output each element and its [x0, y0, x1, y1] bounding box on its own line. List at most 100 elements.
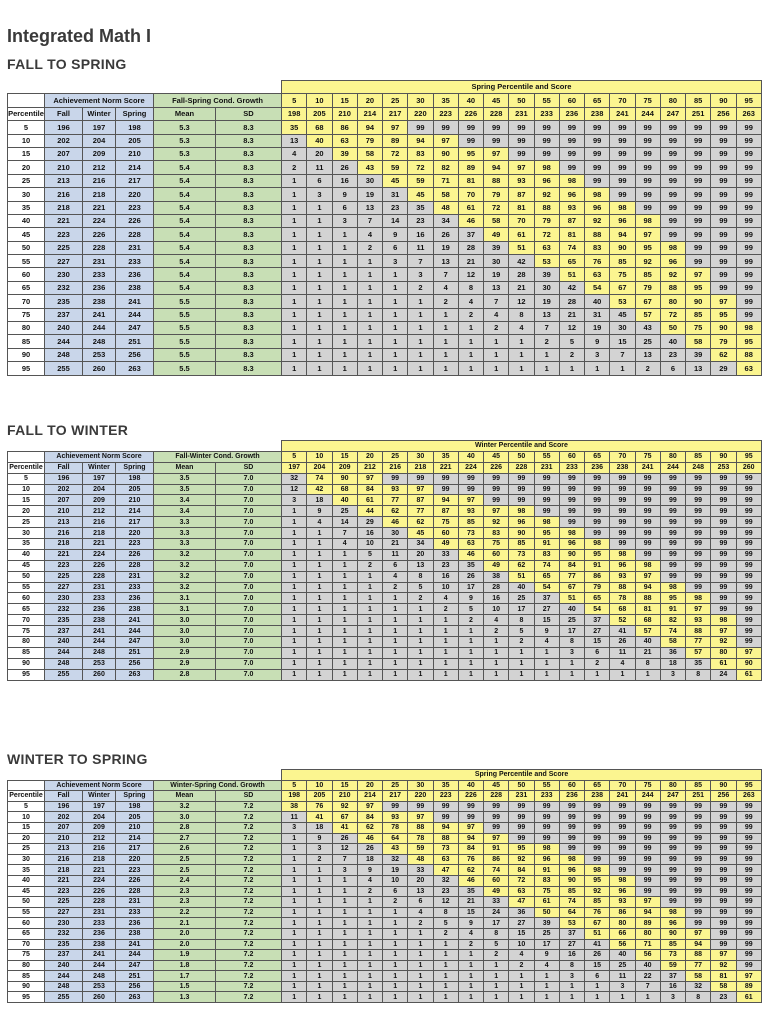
percentile-cell: 67	[609, 280, 636, 296]
percentile-cell: 96	[609, 559, 636, 572]
percentile-cell: 99	[735, 603, 762, 616]
percentile-cell: 1	[306, 347, 333, 363]
percentile-cell: 1	[306, 614, 333, 627]
percentile-cell: 1	[331, 548, 358, 561]
percentile-cell: 1	[281, 361, 308, 376]
percentile-cell: 99	[634, 505, 661, 518]
percentile-cell: 96	[558, 864, 586, 876]
percentile-cell: 1	[407, 614, 434, 627]
target-score: 217	[382, 106, 409, 122]
percentile-cell: 99	[710, 570, 737, 583]
percentile-cell: 99	[685, 538, 712, 550]
percentile-cell: 99	[685, 120, 712, 135]
target-score: 205	[306, 790, 333, 802]
percentile-cell: 1	[407, 347, 434, 363]
percentile-cell: 99	[710, 548, 737, 561]
row-percentile: 55	[7, 906, 45, 919]
percentile-cell: 4	[609, 657, 636, 670]
percentile-cell: 11	[382, 548, 409, 561]
table-row: 5 196 197 198 3.5 7.0 32 74 90 97 99 99 99 99 99 99 99 99…	[7, 472, 762, 485]
percentile-cell: 1	[281, 254, 308, 269]
percentile-cell: 13	[432, 254, 459, 269]
growth-mean: 3.0	[153, 625, 216, 638]
target-percentile: 90	[710, 93, 737, 108]
percentile-cell: 94	[685, 938, 712, 951]
percentile-cell: 1	[281, 294, 308, 309]
fall-to-winter-growth-header: Fall-Winter Cond. Growth	[152, 450, 283, 463]
percentile-cell: 1	[281, 625, 308, 638]
percentile-cell: 88	[483, 173, 510, 189]
percentile-cell: 99	[710, 927, 737, 940]
percentile-cell: 1	[306, 361, 333, 376]
percentile-cell: 35	[457, 559, 485, 572]
percentile-cell: 2	[306, 853, 333, 866]
percentile-cell: 40	[659, 334, 687, 349]
percentile-cell: 75	[533, 885, 560, 898]
achievement-score: 216	[44, 527, 83, 540]
percentile-cell: 1	[508, 347, 535, 363]
percentile-cell: 1	[306, 949, 333, 961]
percentile-cell: 13	[407, 559, 434, 572]
table-row: 80 240 244 247 5.5 8.3 1 1 1 1 1 1 1 1 2 4 7 12 19 30 43 50 75…	[7, 321, 762, 336]
growth-mean: 5.3	[153, 133, 216, 148]
percentile-cell: 50	[659, 321, 687, 336]
achievement-score: 210	[115, 146, 154, 162]
target-percentile: 25	[382, 779, 409, 792]
percentile-cell: 78	[407, 832, 434, 845]
percentile-cell: 97	[685, 603, 712, 616]
percentile-cell: 1	[356, 307, 384, 323]
percentile-cell: 8	[432, 906, 459, 919]
percentile-cell: 12	[281, 483, 308, 496]
percentile-cell: 99	[710, 864, 737, 876]
percentile-cell: 98	[609, 200, 636, 215]
percentile-cell: 99	[457, 120, 485, 135]
percentile-cell: 1	[356, 657, 384, 670]
percentile-cell: 99	[584, 811, 611, 823]
percentile-cell: 63	[584, 267, 611, 282]
percentile-cell: 60	[432, 527, 459, 540]
percentile-cell: 99	[584, 494, 611, 507]
target-score: 223	[432, 790, 459, 802]
percentile-cell: 64	[382, 832, 409, 845]
growth-sd: 7.2	[214, 970, 283, 982]
percentile-cell: 99	[659, 864, 687, 876]
percentile-cell: 99	[634, 853, 661, 866]
percentile-cell: 96	[533, 173, 560, 189]
growth-sd: 7.0	[214, 570, 283, 583]
percentile-cell: 99	[609, 187, 636, 202]
percentile-cell: 99	[710, 187, 737, 202]
percentile-cell: 1	[281, 949, 308, 961]
growth-sd: 8.3	[214, 334, 283, 349]
percentile-cell: 82	[432, 160, 459, 175]
percentile-cell: 61	[508, 227, 535, 242]
percentile-cell: 32	[382, 853, 409, 866]
percentile-cell: 1	[483, 657, 510, 670]
percentile-cell: 9	[306, 832, 333, 845]
achievement-score: 247	[115, 636, 154, 648]
target-percentile: 5	[281, 93, 308, 108]
target-percentile: 85	[685, 450, 712, 463]
row-percentile: 40	[7, 548, 45, 561]
target-percentile: 55	[533, 93, 560, 108]
percentile-cell: 42	[306, 483, 333, 496]
percentile-cell: 1	[382, 917, 409, 929]
spring-header: Spring	[115, 106, 154, 122]
table-row: 85 244 248 251 1.7 7.2 1 1 1 1 1 1 1 1 1 1 1 3 6 11 22 37 58 81…	[7, 970, 763, 982]
percentile-cell: 99	[659, 548, 687, 561]
growth-mean: 2.1	[153, 917, 216, 929]
growth-mean: 5.4	[153, 200, 216, 215]
percentile-cell: 84	[508, 864, 535, 876]
percentile-cell: 41	[306, 811, 333, 823]
achievement-score: 260	[82, 991, 116, 1004]
achievement-score: 263	[115, 361, 154, 376]
percentile-cell: 1	[483, 980, 510, 993]
row-percentile: 35	[7, 864, 45, 876]
percentile-cell: 35	[685, 657, 712, 670]
percentile-cell: 99	[558, 832, 586, 845]
percentile-cell: 1	[306, 646, 333, 659]
percentile-cell: 99	[483, 494, 510, 507]
target-percentile: 65	[584, 450, 611, 463]
percentile-cell: 7	[483, 294, 510, 309]
growth-sd: 7.0	[214, 548, 283, 561]
percentile-cell: 1	[306, 938, 333, 951]
